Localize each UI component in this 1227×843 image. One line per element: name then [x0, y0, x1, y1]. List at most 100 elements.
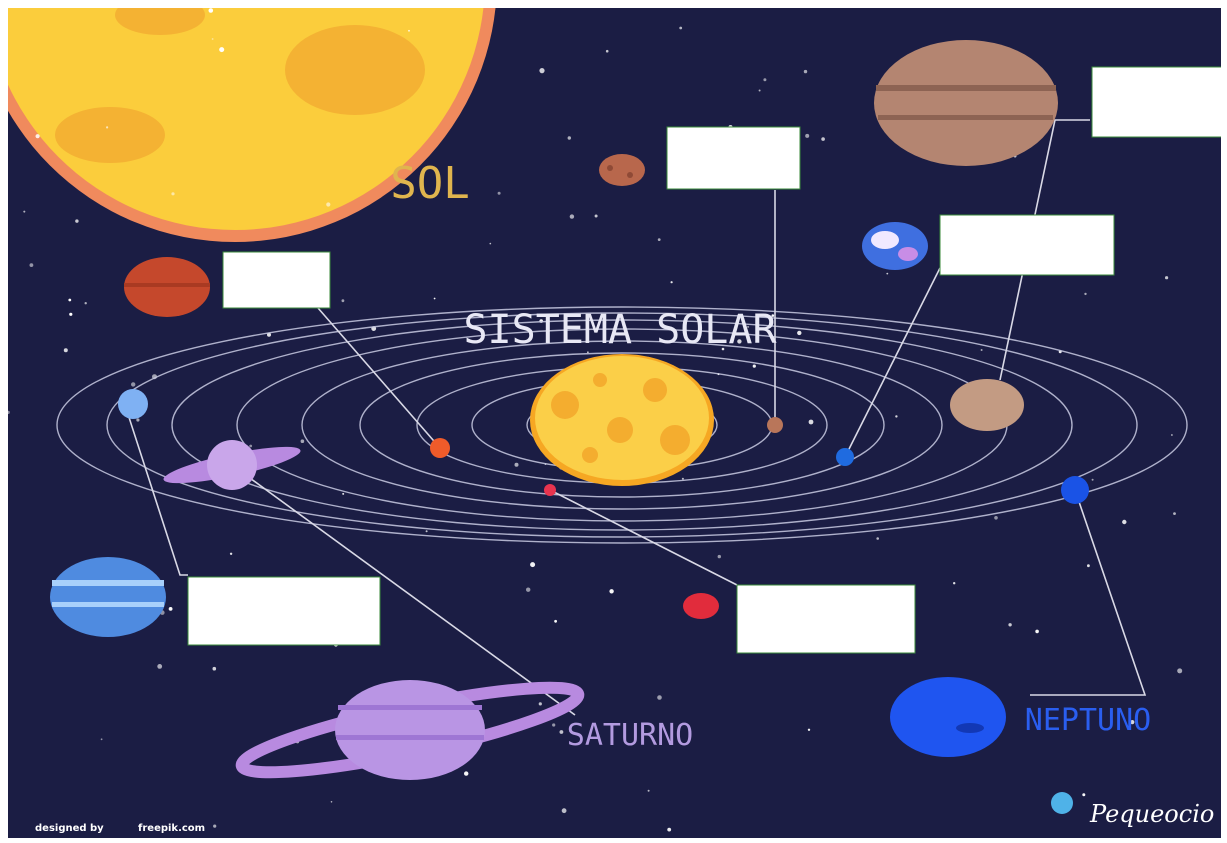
stars-part: [609, 589, 613, 593]
blank-boxes-part: [737, 585, 915, 653]
stars-part: [570, 214, 574, 218]
stars-part: [426, 530, 428, 532]
central-sun-part: [582, 447, 598, 463]
stars-part: [69, 313, 72, 316]
blank-boxes-part: [940, 215, 1114, 275]
stars-part: [342, 493, 344, 495]
poster: SOL SISTEMA SOLAR SATURNO NEPTUNO design…: [0, 0, 1227, 843]
big-sun-part: [285, 25, 425, 115]
outer-planets-part: [335, 680, 485, 780]
orbit-planets-part: [430, 438, 450, 458]
stars-part: [808, 729, 810, 731]
stars-part: [953, 582, 955, 584]
stars-part: [876, 537, 879, 540]
credit-site: freepik.com: [138, 823, 205, 834]
outer-planets-part: [871, 231, 899, 249]
stars-part: [131, 382, 135, 386]
blank-boxes-part: [667, 127, 800, 189]
stars-part: [212, 38, 214, 40]
stars-part: [821, 137, 825, 141]
stars-part: [994, 516, 998, 520]
stars-part: [1173, 512, 1176, 515]
stars-part: [568, 136, 571, 139]
stars-part: [658, 238, 661, 241]
brand: Pequeocio: [1089, 800, 1214, 828]
stars-part: [30, 263, 34, 267]
stars-part: [648, 790, 650, 792]
stars-part: [136, 418, 139, 421]
sun-label: SOL: [390, 158, 469, 209]
orbit-planets-part: [544, 484, 556, 496]
central-sun-part: [551, 391, 579, 419]
outer-planets-part: [627, 172, 633, 178]
stars-part: [249, 445, 252, 448]
orbit-planets-part: [767, 417, 783, 433]
neptune-label: NEPTUNO: [1025, 703, 1151, 738]
stars-part: [526, 588, 530, 592]
stars-part: [64, 348, 68, 352]
stars-part: [595, 215, 598, 218]
stars-part: [157, 664, 162, 669]
stars-part: [68, 299, 71, 302]
stars-part: [408, 30, 410, 32]
stars-part: [1165, 276, 1168, 279]
stars-part: [805, 134, 809, 138]
stars-part: [539, 702, 542, 705]
stars-part: [562, 808, 567, 813]
stars-part: [1122, 520, 1126, 524]
stars-part: [763, 78, 766, 81]
scene: SOL SISTEMA SOLAR SATURNO NEPTUNO design…: [0, 0, 1227, 843]
stars-part: [230, 553, 232, 555]
blank-boxes-part: [188, 577, 380, 645]
stars-part: [75, 219, 78, 222]
orbit-planets-part: [1061, 476, 1089, 504]
stars-part: [1084, 293, 1086, 295]
orbit-planets-part: [118, 389, 148, 419]
stars-part: [809, 420, 814, 425]
stars-part: [434, 298, 436, 300]
outer-planets-part: [50, 557, 166, 637]
central-sun-part: [660, 425, 690, 455]
stars-part: [301, 439, 305, 443]
stars-part: [515, 463, 519, 467]
outer-planets-part: [607, 165, 613, 171]
stars-part: [1082, 793, 1085, 796]
stars-part: [679, 27, 682, 30]
brand-icon: [1051, 792, 1073, 814]
central-sun-part: [607, 417, 633, 443]
stars-part: [797, 331, 801, 335]
stars-part: [981, 349, 983, 351]
outer-planets-part: [683, 593, 719, 619]
stars-part: [1035, 630, 1039, 634]
stars-part: [682, 478, 684, 480]
page: SOL SISTEMA SOLAR SATURNO NEPTUNO design…: [0, 0, 1227, 843]
orbit-planets-part: [836, 448, 854, 466]
stars-part: [552, 723, 555, 726]
outer-planets-part: [876, 85, 1056, 91]
stars-part: [23, 211, 25, 213]
stars-part: [213, 667, 217, 671]
stars-part: [171, 192, 174, 195]
stars-part: [331, 801, 333, 803]
central-sun: [530, 354, 714, 486]
stars-part: [209, 8, 214, 13]
credit-prefix: designed by: [35, 823, 104, 834]
stars-part: [169, 607, 173, 611]
outer-planets-part: [336, 735, 484, 740]
stars-part: [895, 415, 897, 417]
big-sun-part: [55, 107, 165, 163]
stars-part: [342, 299, 345, 302]
outer-planets-part: [52, 580, 164, 586]
stars-part: [106, 126, 108, 128]
outer-planets-part: [52, 602, 164, 607]
stars-part: [804, 70, 807, 73]
stars-part: [539, 68, 544, 73]
stars-part: [1087, 564, 1090, 567]
stars-part: [759, 90, 761, 92]
outer-planets-part: [898, 247, 918, 261]
stars-part: [1171, 434, 1173, 436]
outer-planets-part: [890, 677, 1006, 757]
stars-part: [1092, 479, 1094, 481]
stars-part: [657, 695, 662, 700]
stars-part: [554, 620, 557, 623]
